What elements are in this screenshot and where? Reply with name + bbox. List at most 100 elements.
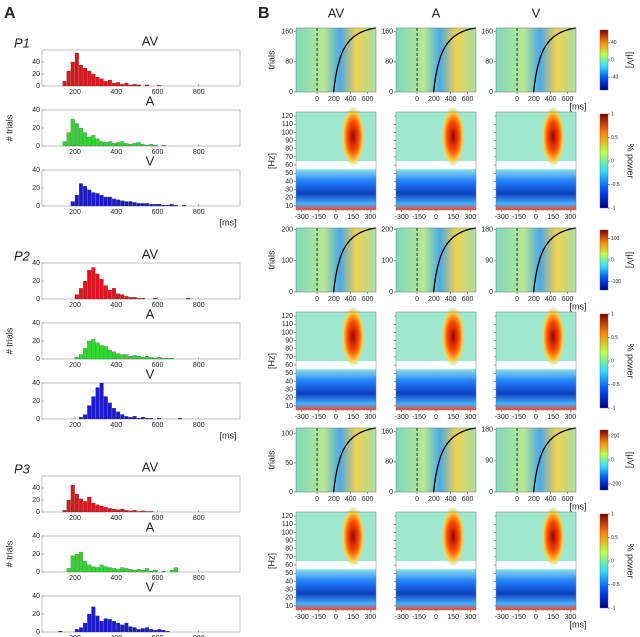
bar: [62, 510, 67, 513]
bar: [128, 569, 133, 573]
bar: [87, 136, 92, 147]
y-tick-label: 20: [32, 185, 40, 192]
x-tick-label: -300: [295, 214, 309, 221]
bar: [62, 81, 67, 87]
y-tick-label: 110: [282, 521, 293, 528]
x-tick-label: 0: [534, 214, 538, 221]
x-tick-label: 800: [193, 302, 205, 309]
y-tick-label: 40: [32, 380, 40, 387]
bar: [186, 298, 191, 300]
reaction-time-curve: [332, 227, 377, 293]
reaction-time-curve: [532, 427, 577, 493]
bar: [95, 615, 100, 633]
bar: [128, 144, 133, 147]
y-tick-label: 160: [281, 29, 293, 36]
bar: [140, 628, 145, 633]
x-tick-label: 0: [434, 614, 438, 621]
x-tick-label: 400: [110, 635, 122, 637]
bar: [128, 356, 133, 360]
colorbar-tick-label: -0.5: [611, 382, 620, 388]
y-tick-label: 20: [285, 395, 293, 402]
bar: [116, 622, 121, 633]
x-tick-label: 600: [152, 149, 164, 156]
x-tick-label: 400: [110, 302, 122, 309]
y-tick-label: 40: [32, 260, 40, 267]
bar: [140, 298, 145, 300]
y-tick-label: 200: [281, 226, 293, 233]
x-tick-label: 400: [110, 89, 122, 96]
x-tick-label: 300: [464, 614, 476, 621]
y-tick-label: 50: [285, 570, 293, 577]
y-axis-label: trials: [266, 450, 276, 470]
erp-image: [396, 428, 476, 492]
colorbar-tick-label: 0: [611, 558, 614, 564]
x-tick-label: -150: [312, 414, 326, 421]
x-tick-label: 400: [545, 296, 557, 303]
bar: [103, 346, 108, 360]
erp-image: [296, 428, 376, 492]
x-tick-label: 600: [152, 422, 164, 429]
x-tick-label: -300: [295, 614, 309, 621]
bar: [112, 143, 116, 147]
bar: [120, 354, 125, 360]
bar: [99, 505, 104, 513]
y-tick-label: 40: [285, 378, 293, 385]
plot-frame: [495, 427, 577, 493]
bar: [112, 568, 116, 573]
bar: [99, 564, 104, 573]
chart-title: A: [146, 519, 155, 534]
y-tick-label: 100: [381, 258, 393, 265]
y-tick-label: 100: [281, 329, 293, 336]
plot-frame: [41, 595, 241, 633]
y-axis-label: trials: [266, 250, 276, 270]
bar: [87, 189, 92, 207]
y-axis-label: trials: [266, 50, 276, 70]
chart-title: A: [146, 93, 155, 108]
x-tick-label: -150: [412, 214, 426, 221]
x-tick-label: 800: [193, 209, 205, 216]
y-tick-label: 200: [381, 226, 393, 233]
x-tick-label: 400: [445, 96, 457, 103]
x-tick-label: -300: [495, 614, 509, 621]
y-tick-label: 0: [36, 203, 40, 210]
x-tick-label: 400: [110, 515, 122, 522]
x-tick-label: 800: [193, 515, 205, 522]
y-tick-label: 110: [282, 321, 293, 328]
bar: [116, 509, 121, 513]
y-tick-label: 40: [32, 167, 40, 174]
x-tick-label: 600: [562, 296, 574, 303]
x-axis-label: [ms]: [220, 430, 237, 440]
bar: [120, 508, 125, 513]
x-tick-label: 0: [434, 414, 438, 421]
bar: [91, 502, 96, 513]
column-title: V: [532, 5, 541, 20]
colorbar-tick-label: 100: [611, 236, 620, 242]
colorbar-label: [μV]: [626, 252, 636, 268]
x-tick-label: -300: [395, 214, 409, 221]
bar: [120, 84, 125, 87]
bar: [66, 499, 71, 513]
x-tick-label: 0: [415, 296, 419, 303]
bar: [128, 201, 133, 207]
y-tick-label: 120: [281, 313, 293, 320]
x-tick-label: -150: [512, 614, 526, 621]
x-axis-label: [ms]: [220, 217, 237, 227]
x-tick-label: 0: [434, 214, 438, 221]
x-tick-label: 300: [364, 214, 376, 221]
x-tick-label: 600: [152, 362, 164, 369]
bar: [136, 84, 141, 87]
bar: [136, 511, 141, 513]
x-tick-label: 150: [347, 214, 359, 221]
bar: [103, 196, 108, 207]
x-tick-label: 0: [315, 96, 319, 103]
colorbar-tick-label: 0: [611, 158, 614, 164]
tf-gamma-increase: [341, 305, 366, 368]
x-tick-label: 200: [528, 496, 540, 503]
x-tick-label: 200: [428, 296, 440, 303]
bar: [136, 203, 141, 207]
y-tick-label: 40: [32, 59, 40, 66]
bar: [107, 567, 112, 573]
x-tick-label: 800: [193, 362, 205, 369]
chart-title: V: [146, 153, 155, 168]
x-tick-label: 200: [69, 362, 81, 369]
